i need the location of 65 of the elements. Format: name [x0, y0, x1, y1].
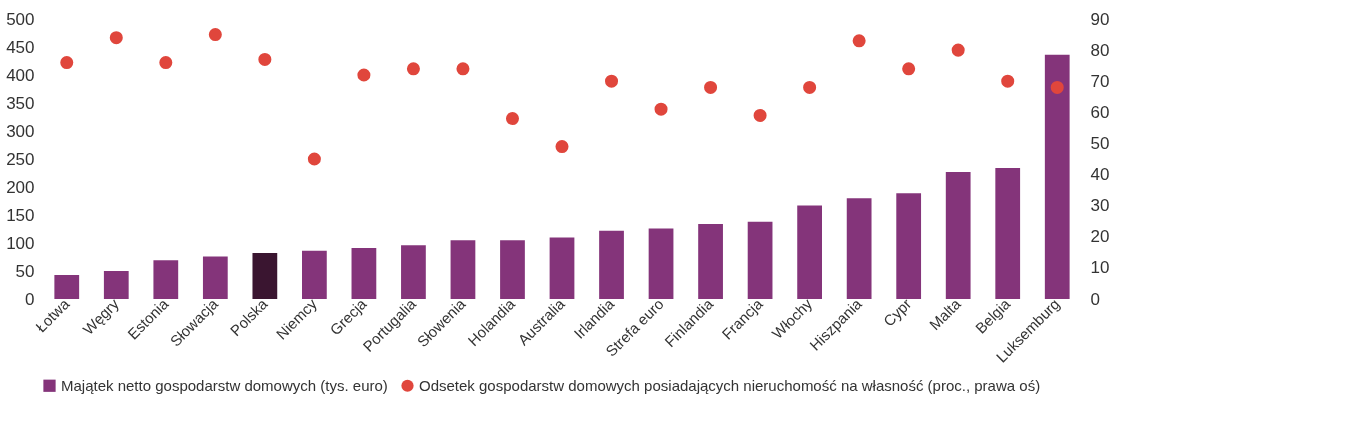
bar [302, 250, 327, 299]
point [406, 62, 420, 76]
bar [1044, 54, 1070, 299]
legend-label: Odsetek gospodarstw domowych posiadających nieruchomość na własność (proc., prawa oś) [419, 376, 1041, 394]
bar [698, 223, 723, 299]
y2-tick-label: 20 [1090, 227, 1110, 247]
bar [351, 248, 377, 299]
point [60, 56, 74, 70]
bar [648, 228, 674, 299]
y-tick-label: 200 [6, 177, 35, 197]
y-tick-label: 500 [6, 9, 35, 29]
y-tick-label: 50 [15, 261, 35, 281]
point [654, 102, 668, 116]
bar [450, 240, 476, 299]
point [605, 74, 619, 88]
point [208, 28, 222, 42]
point [307, 152, 321, 166]
y2-tick-label: 70 [1090, 71, 1110, 91]
point [555, 140, 569, 154]
point [505, 112, 519, 126]
y2-tick-label: 60 [1090, 102, 1110, 122]
bar [945, 171, 971, 299]
point [902, 62, 916, 76]
y2-tick-label: 50 [1090, 133, 1110, 153]
legend-label: Majątek netto gospodarstw domowych (tys. euro) [61, 376, 388, 394]
y-tick-label: 100 [6, 233, 35, 253]
bar [549, 237, 575, 299]
bar [202, 256, 228, 299]
y-tick-label: 150 [6, 205, 35, 225]
bar [54, 274, 80, 299]
bar [153, 260, 179, 299]
point [1001, 74, 1015, 88]
point [258, 52, 272, 66]
point [803, 80, 817, 94]
y-tick-label: 450 [6, 37, 35, 57]
bar [252, 253, 278, 299]
point [357, 68, 371, 82]
y2-tick-label: 10 [1090, 258, 1110, 278]
y2-tick-label: 90 [1090, 9, 1110, 29]
point [159, 56, 173, 70]
point [951, 43, 965, 57]
y-tick-label: 400 [6, 65, 35, 85]
y-tick-label: 350 [6, 93, 35, 113]
bar [995, 167, 1021, 299]
point [753, 108, 767, 122]
point [1050, 80, 1064, 94]
point [852, 34, 866, 48]
bar [500, 240, 525, 299]
bar [401, 245, 426, 299]
point [704, 80, 718, 94]
bar [103, 271, 129, 299]
bar [797, 205, 822, 299]
bar [896, 193, 922, 299]
point [456, 62, 470, 76]
y-tick-label: 0 [25, 289, 35, 309]
y2-tick-label: 40 [1090, 165, 1110, 185]
y2-tick-label: 30 [1090, 196, 1110, 216]
point [109, 31, 123, 45]
bar [747, 221, 773, 299]
y-tick-label: 300 [6, 121, 35, 141]
y2-tick-label: 0 [1090, 289, 1100, 309]
bar [846, 198, 872, 299]
bar [599, 230, 624, 299]
y2-tick-label: 80 [1090, 40, 1110, 60]
y-tick-label: 250 [6, 149, 35, 169]
